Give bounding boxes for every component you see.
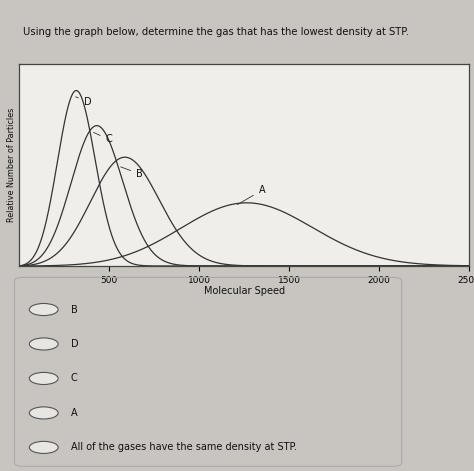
Text: A: A [71, 408, 77, 418]
Text: All of the gases have the same density at STP.: All of the gases have the same density a… [71, 442, 297, 453]
Y-axis label: Relative Number of Particles: Relative Number of Particles [7, 108, 16, 222]
Circle shape [29, 373, 58, 384]
Circle shape [29, 338, 58, 350]
Text: C: C [71, 374, 77, 383]
Circle shape [29, 303, 58, 316]
Text: D: D [71, 339, 78, 349]
Text: D: D [75, 97, 91, 106]
Text: C: C [93, 132, 112, 145]
Text: B: B [71, 305, 77, 315]
Circle shape [29, 441, 58, 454]
X-axis label: Molecular Speed: Molecular Speed [203, 286, 285, 296]
Circle shape [29, 407, 58, 419]
Text: B: B [120, 167, 143, 179]
Text: A: A [237, 185, 265, 204]
Text: Using the graph below, determine the gas that has the lowest density at STP.: Using the graph below, determine the gas… [23, 26, 410, 37]
